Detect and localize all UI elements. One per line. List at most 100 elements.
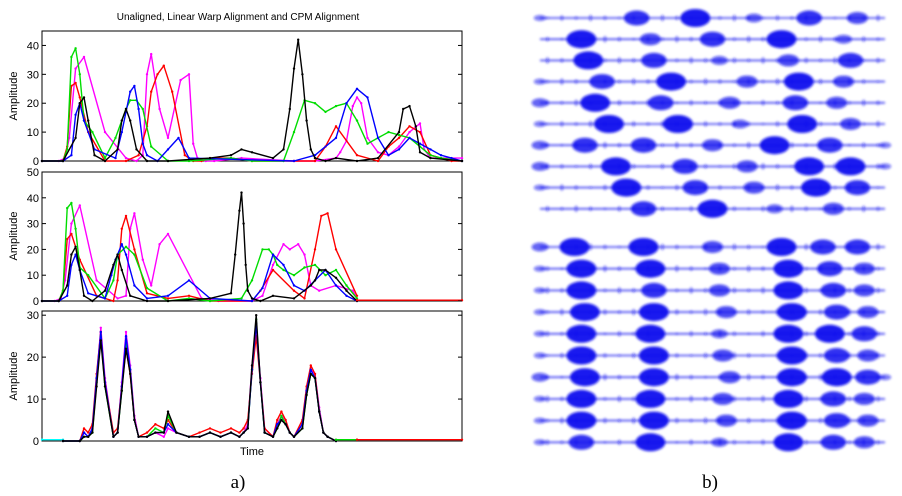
subplot-1-series-2-point [376,159,380,163]
spectrogram-texture [546,37,549,42]
subplot-2-series-4-point [166,294,170,297]
spectrogram-texture [675,374,679,381]
spectrogram-texture [833,80,837,84]
spectrogram-texture [589,352,592,359]
spectrogram-texture [632,144,635,147]
spectrogram-blob [533,15,547,21]
spectrogram-blob [638,303,669,322]
spectrogram-blob [731,119,749,129]
spectrogram-texture [646,185,650,190]
spectrogram-texture [848,164,851,169]
spectrogram-texture [675,58,679,62]
spectrogram-blob [638,411,669,430]
subplot-1-series-3-point [66,148,69,151]
subplot-1-series-4-point [334,136,338,140]
spectrogram-texture [574,36,578,42]
spectrogram-blob [736,75,758,88]
spectrogram-texture [804,287,808,293]
subplot-3: 0 10 20 30 Amplitude Time [8,310,464,458]
spectrogram-texture [646,245,650,249]
subplot-1-series-1-point [192,142,195,145]
spectrogram-texture [689,354,693,357]
subplot-3-series-6-point [78,439,82,443]
spectrogram-texture [747,58,750,62]
spectrogram-blob [821,368,852,387]
subplot-3-series-3-point [198,431,201,434]
spectrogram-texture [546,186,549,190]
spectrogram-blob [533,309,547,316]
spectrogram-texture [761,395,765,402]
spectrogram-texture [589,311,592,314]
subplot-3-series-3-point [154,423,157,426]
spectrogram-texture [804,331,808,336]
spectrogram-texture [747,265,750,272]
ytick-label: 20 [27,98,39,110]
spectrogram-texture [876,80,880,83]
subplot-1-series-5-point [145,159,149,163]
spectrogram-texture [689,395,693,402]
spectrogram-texture [546,17,549,19]
subplot-3-series-3-point [313,372,317,376]
spectrogram-texture [689,331,693,337]
spectrogram-texture [632,376,635,379]
subplot-1-series-4-point [292,159,296,163]
spectrogram-texture [876,419,880,422]
spectrogram-texture [560,164,564,169]
spectrogram-texture [761,123,765,125]
spectrogram-texture [675,418,679,424]
subplot-1-series-2-point [124,159,128,163]
spectrogram-texture [733,287,736,293]
subplot-1-series-4-point [355,87,359,91]
spectrogram-texture [560,78,564,85]
spectrogram-texture [689,123,693,125]
spectrogram-texture [661,331,664,336]
subplot-1-series-3-point [292,130,296,134]
spectrogram-texture [790,205,794,212]
panel-a-title: Unaligned, Linear Warp Alignment and CPM… [117,12,360,23]
subplot-1-series-5-point [271,156,275,160]
subplot-2-series-5-point [70,253,73,256]
spectrogram-texture [804,419,808,422]
spectrogram-texture [603,288,607,292]
spectrogram-texture [733,15,736,21]
spectrogram-texture [618,206,621,212]
ytick-label: 0 [33,296,39,308]
subplot-3-series-6-point [137,435,140,438]
spectrogram-texture [704,267,707,270]
spectrogram-texture [876,267,880,271]
subplot-1-series-3-point [355,119,359,122]
spectrogram-texture [761,266,765,271]
subplot-3-series-6-point [82,435,86,438]
ytick-label: 30 [27,310,39,322]
spectrogram-texture [718,165,722,168]
subplot-2-series-2-point [303,297,306,300]
spectrogram-texture [848,376,851,379]
subplot-1-series-4-point [166,148,170,151]
spectrogram-blob [736,160,758,173]
spectrogram-texture [632,353,635,358]
subplot-2-series-5-point [238,209,241,212]
spectrogram-blob [573,51,604,70]
spectrogram-texture [747,374,750,381]
spectrogram-texture [862,122,865,126]
subplot-3-series-3-point [309,364,312,367]
subplot-3-series-6-point [288,431,291,434]
spectrogram-texture [574,245,578,249]
subplot-2-series-5-point [78,268,82,272]
spectrogram-texture [646,79,650,84]
spectrogram-blob [533,78,547,85]
ytick-label: 30 [27,219,39,231]
spectrogram-texture [546,419,549,423]
spectrogram-texture [661,206,664,211]
spectrogram-texture [574,266,578,272]
spectrogram-blob [701,241,724,253]
spectrogram-texture [646,205,650,212]
spectrogram-texture [603,332,607,335]
subplot-3-series-4-point [280,414,283,417]
subplot-2-series-4-point [66,294,69,297]
subplot-1-series-5-point [305,119,308,122]
spectrogram-blob [857,349,879,362]
spectrogram-texture [862,289,865,292]
subplot-1-series-3-point [366,142,369,145]
spectrogram-texture [603,142,607,149]
